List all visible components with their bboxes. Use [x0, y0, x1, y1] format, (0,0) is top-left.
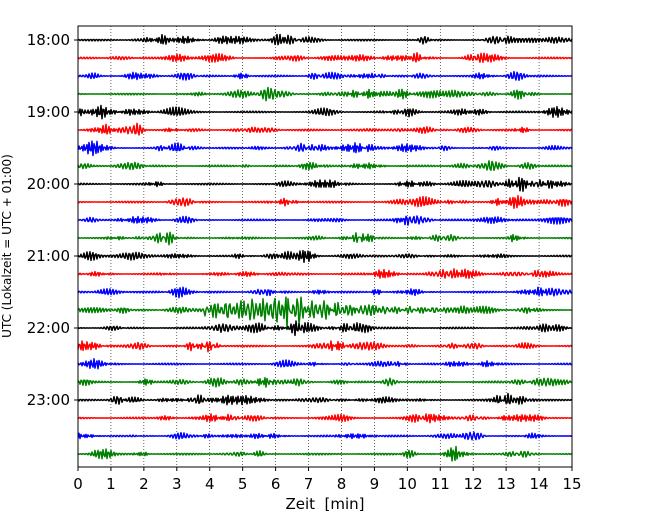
- x-tick-label: 8: [337, 475, 347, 493]
- x-tick-label: 7: [304, 475, 314, 493]
- seismogram-trace: [77, 431, 573, 441]
- y-tick-label: 19:00: [27, 103, 70, 121]
- x-tick-label: 5: [238, 475, 248, 493]
- y-tick-label: 22:00: [27, 319, 70, 337]
- trace-lines: [77, 33, 573, 462]
- y-tick-label: 23:00: [27, 391, 70, 409]
- seismogram-trace: [77, 52, 573, 63]
- seismogram-trace: [77, 445, 573, 462]
- seismogram-trace: [77, 358, 573, 370]
- seismogram-trace: [77, 320, 573, 337]
- seismogram-trace: [77, 215, 573, 226]
- seismogram-trace: [77, 249, 573, 264]
- x-tick-label: 6: [271, 475, 281, 493]
- x-tick-label: 12: [464, 475, 483, 493]
- x-tick-label: 10: [398, 475, 417, 493]
- x-tick-label: 9: [370, 475, 380, 493]
- seismogram-trace: [77, 340, 573, 353]
- seismogram-trace: [77, 86, 573, 102]
- seismogram-trace: [77, 104, 573, 120]
- seismogram-trace: [77, 413, 573, 424]
- seismogram-trace: [77, 70, 573, 81]
- seismogram-trace: [77, 392, 573, 406]
- y-tick-label: 20:00: [27, 175, 70, 193]
- x-tick-label: 11: [431, 475, 450, 493]
- x-axis-ticks: 0 1 2 3 4 5 6 7 8 9 10 11 12 13 14 15: [73, 467, 582, 493]
- y-tick-label: 18:00: [27, 31, 70, 49]
- seismogram-trace: [77, 268, 573, 280]
- seismogram-trace: [77, 140, 573, 157]
- x-tick-label: 14: [530, 475, 549, 493]
- seismogram-trace: [77, 296, 573, 331]
- x-tick-label: 2: [139, 475, 149, 493]
- y-axis-label: UTC (Lokalzeit = UTC + 01:00): [0, 154, 14, 338]
- seismogram-trace: [77, 160, 573, 172]
- seismogram-trace: [77, 231, 573, 246]
- seismogram-trace: [77, 33, 573, 46]
- x-tick-label: 15: [562, 475, 581, 493]
- seismogram-trace: [77, 122, 573, 136]
- x-tick-label: 0: [73, 475, 83, 493]
- y-axis-ticks: 18:00 19:00 20:00 21:00 22:00 23:00: [27, 31, 78, 409]
- x-tick-label: 4: [205, 475, 215, 493]
- seismogram-trace: [77, 377, 573, 388]
- plot-frame: [77, 25, 573, 468]
- seismogram-trace: [77, 286, 573, 299]
- x-axis-label: Zeit [min]: [285, 495, 364, 513]
- seismogram-trace: [77, 176, 573, 192]
- y-tick-label: 21:00: [27, 247, 70, 265]
- x-tick-label: 13: [497, 475, 516, 493]
- x-tick-label: 3: [172, 475, 182, 493]
- x-tick-label: 1: [106, 475, 116, 493]
- seismogram-trace: [77, 194, 573, 209]
